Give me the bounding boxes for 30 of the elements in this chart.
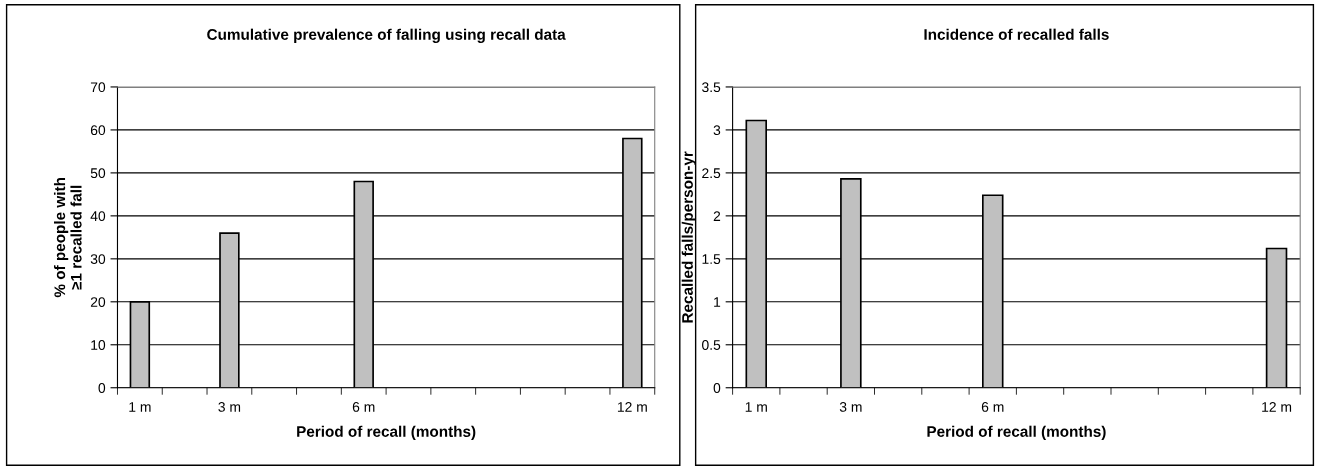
y-tick-label: 30 bbox=[90, 254, 106, 264]
x-tick-label: 1 m bbox=[745, 402, 767, 412]
y-tick-label: 2.5 bbox=[702, 168, 721, 179]
x-tick-label: 6 m bbox=[981, 402, 1004, 412]
y-tick-label: 1 bbox=[714, 297, 721, 307]
y-tick-label: 0 bbox=[713, 383, 721, 393]
y-tick-label: 2 bbox=[713, 211, 721, 221]
y-axis-title: % of people with ≥1 recalled fall bbox=[53, 178, 82, 298]
y-tick-label: 0 bbox=[98, 383, 106, 393]
x-tick-label: 12 m bbox=[1262, 402, 1292, 412]
x-tick-label: 3 m bbox=[218, 402, 241, 412]
y-tick-label: 40 bbox=[90, 211, 106, 222]
y-tick-label: 0.5 bbox=[702, 340, 721, 350]
x-tick-label: 3 m bbox=[839, 402, 862, 412]
y-tick-label: 20 bbox=[90, 297, 106, 307]
y-tick-label: 10 bbox=[91, 340, 106, 350]
x-tick-label: 12 m bbox=[617, 402, 647, 412]
chart-title: Cumulative prevalence of falling using recall data bbox=[207, 28, 566, 43]
x-axis-title: Period of recall (months) bbox=[927, 425, 1106, 440]
y-tick-label: 3 bbox=[713, 125, 721, 136]
y-tick-label: 60 bbox=[90, 125, 106, 136]
x-tick-label: 6 m bbox=[352, 402, 375, 412]
y-tick-label: 3.5 bbox=[702, 82, 721, 93]
y-axis-title: Recalled falls/person-yr bbox=[681, 151, 696, 323]
y-tick-label: 50 bbox=[90, 168, 106, 179]
x-tick-label: 1 m bbox=[129, 402, 151, 412]
chart-title: Incidence of recalled falls bbox=[924, 28, 1109, 40]
x-axis-title: Period of recall (months) bbox=[297, 425, 476, 440]
y-tick-label: 70 bbox=[90, 82, 106, 93]
y-tick-label: 1.5 bbox=[702, 254, 721, 264]
